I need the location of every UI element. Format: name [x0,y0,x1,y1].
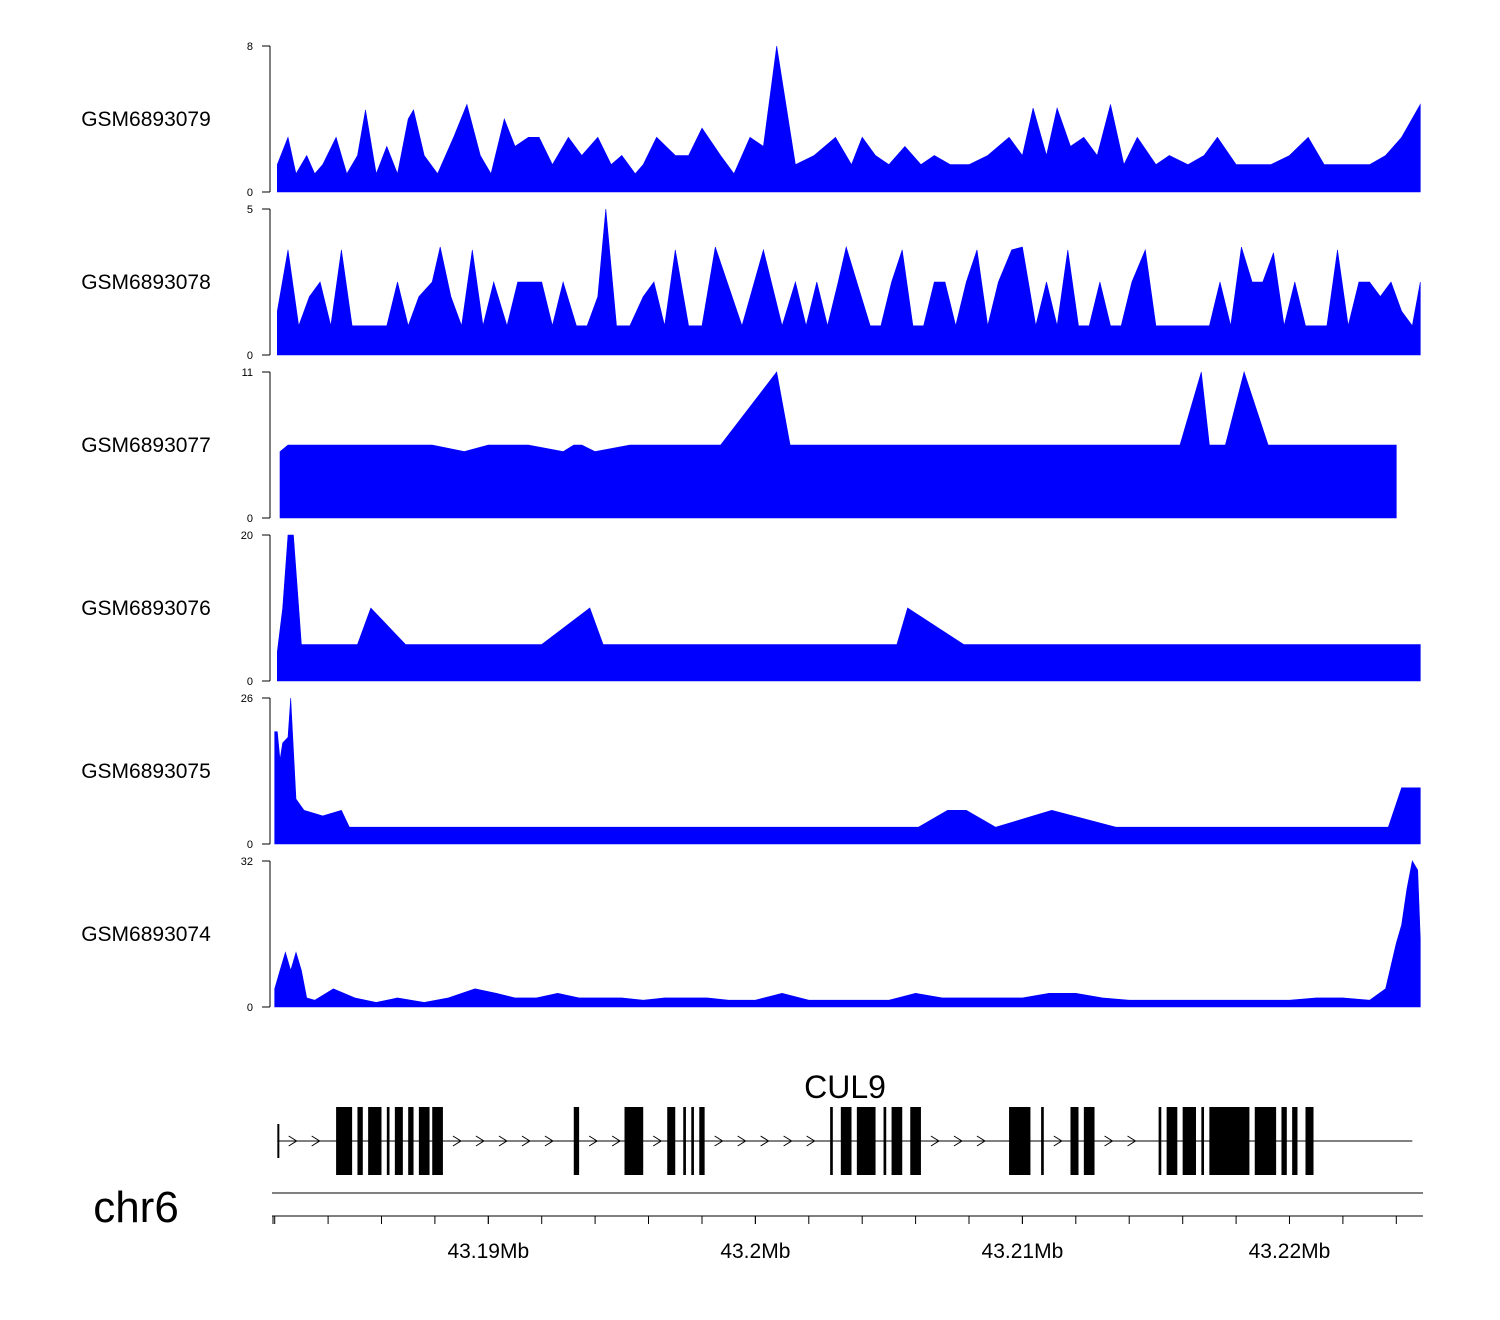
exon [368,1107,382,1175]
exon [408,1107,414,1175]
exon [1166,1107,1178,1175]
exon [683,1107,686,1175]
strand-arrow [1053,1135,1063,1147]
strand-arrow [452,1135,462,1147]
track-label: GSM6893074 [81,923,211,946]
strand-arrow [1127,1135,1137,1147]
y-axis-min-label: 0 [247,676,253,688]
coverage-area [277,45,1421,193]
strand-arrow [930,1135,940,1147]
strand-arrow [498,1135,508,1147]
exon [1254,1107,1277,1175]
coverage-area [277,534,1421,682]
exon [1209,1107,1250,1175]
strand-arrow [737,1135,747,1147]
exon [394,1107,403,1175]
coverage-tracks: GSM689307980GSM689307850GSM6893077110GSM… [81,41,1421,1014]
exon [1083,1107,1095,1175]
track-label: GSM6893078 [81,271,211,294]
coverage-area [279,370,1397,519]
strand-arrow [521,1135,531,1147]
exon [1158,1107,1162,1175]
y-axis-max-label: 5 [247,204,253,216]
exon [840,1107,852,1175]
strand-arrow [806,1135,816,1147]
strand-arrow [311,1135,321,1147]
strand-arrow [1104,1135,1114,1147]
exon [1041,1107,1044,1175]
coverage-area [277,208,1421,356]
exon [1182,1107,1197,1175]
gene-name-label: CUL9 [804,1069,886,1105]
strand-arrow [588,1135,599,1147]
track-GSM6893076: GSM6893076 20 0 [81,530,1421,688]
exon [1070,1107,1079,1175]
axis-tick-label: 43.19Mb [447,1240,529,1263]
y-axis-max-label: 20 [241,530,253,542]
y-axis-min-label: 0 [247,1002,253,1014]
track-label: GSM6893079 [81,108,211,131]
track-label: GSM6893076 [81,597,211,620]
y-axis-max-label: 11 [242,367,253,379]
exon [573,1107,580,1175]
exon [1292,1107,1298,1175]
exon [336,1107,353,1175]
strand-arrow [714,1135,724,1147]
axis-tick-label: 43.22Mb [1249,1240,1331,1263]
exon [699,1107,705,1175]
track-GSM6893079: GSM6893079 8 0 [81,41,1421,199]
exon [1305,1107,1314,1175]
exon [883,1107,887,1175]
axis-tick-label: 43.21Mb [982,1240,1064,1263]
exon [624,1107,644,1175]
y-axis-min-label: 0 [247,513,253,525]
exon [357,1107,363,1175]
exon [830,1107,833,1175]
chromosome-label: chr6 [93,1183,179,1232]
exon [432,1107,443,1175]
track-GSM6893077: GSM6893077 11 0 [81,367,1397,525]
strand-arrow [953,1135,963,1147]
exon [1201,1107,1205,1175]
exon [667,1107,676,1175]
coverage-area [274,860,1421,1008]
y-axis-min-label: 0 [247,187,253,199]
y-axis-min-label: 0 [247,839,253,851]
track-GSM6893075: GSM6893075 26 0 [81,693,1421,851]
exon [856,1107,876,1175]
strand-arrow [760,1135,770,1147]
track-label: GSM6893075 [81,760,211,783]
track-label: GSM6893077 [81,434,211,457]
exon [386,1107,390,1175]
genome-axis: chr6 43.19Mb 43.2Mb 43.21Mb 43.22Mb [93,1183,1423,1263]
strand-arrow [652,1135,663,1147]
strand-arrow [783,1135,793,1147]
strand-arrow [288,1135,298,1147]
track-GSM6893074: GSM6893074 32 0 [81,856,1421,1014]
coverage-area [274,697,1421,845]
y-axis-max-label: 32 [241,856,253,868]
exon [1281,1107,1287,1175]
strand-arrow [475,1135,485,1147]
strand-arrow [976,1135,986,1147]
exon [1009,1107,1031,1175]
y-axis-max-label: 8 [247,41,253,53]
y-axis-min-label: 0 [247,350,253,362]
exon [277,1124,280,1158]
axis-tick-label: 43.2Mb [720,1240,790,1263]
y-axis-max-label: 26 [241,693,253,705]
exon [910,1107,921,1175]
gene-annotation-track: CUL9 [277,1069,1413,1175]
strand-arrow [611,1135,622,1147]
track-GSM6893078: GSM6893078 5 0 [81,204,1421,362]
strand-arrow [544,1135,554,1147]
exon [418,1107,430,1175]
exon [891,1107,903,1175]
exon [691,1107,694,1175]
